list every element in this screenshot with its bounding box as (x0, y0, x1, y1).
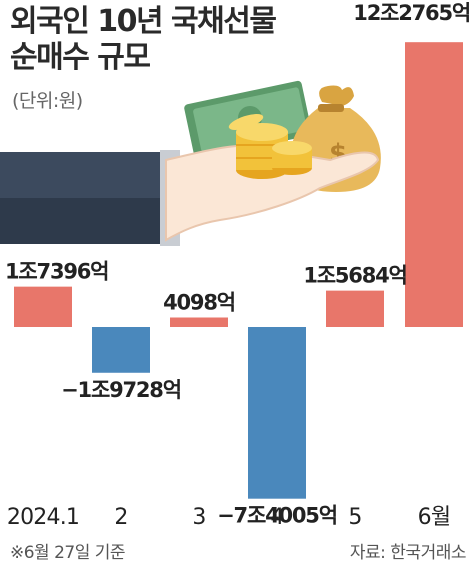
x-tick-label-5: 5 (348, 505, 361, 530)
data-label-5: 1조5684억 (303, 264, 406, 288)
bar-1 (14, 286, 72, 327)
data-label-6: 12조2765억 (353, 1, 470, 25)
footnote: ※6월 27일 기준 (10, 543, 126, 563)
unit-label: (단위:원) (12, 90, 83, 112)
x-tick-label-6: 6월 (418, 505, 451, 530)
data-label-1: 1조7396억 (5, 260, 108, 284)
x-tick-label-4: 4 (270, 505, 283, 530)
x-tick-label-1: 2024.1 (7, 505, 79, 530)
x-tick-label-2: 2 (114, 505, 127, 530)
money-hand-illustration: $ (0, 80, 381, 246)
bar-6 (405, 42, 463, 327)
bar-2 (92, 327, 150, 373)
coin-stack-icon (228, 114, 312, 179)
x-tick-label-3: 3 (192, 505, 205, 530)
bar-4 (248, 327, 306, 499)
bar-5 (326, 290, 384, 327)
chart-title-line-2: 순매수 규모 (10, 40, 151, 75)
data-label-4: −7조4005억 (217, 504, 337, 528)
chart-title-line-1: 외국인 10년 국채선물 (10, 4, 277, 39)
data-label-3: 4098억 (163, 290, 235, 314)
data-label-2: −1조9728억 (61, 378, 181, 402)
source-label: 자료: 한국거래소 (349, 543, 467, 563)
bar-3 (170, 317, 228, 327)
sleeve-shape (0, 152, 166, 198)
